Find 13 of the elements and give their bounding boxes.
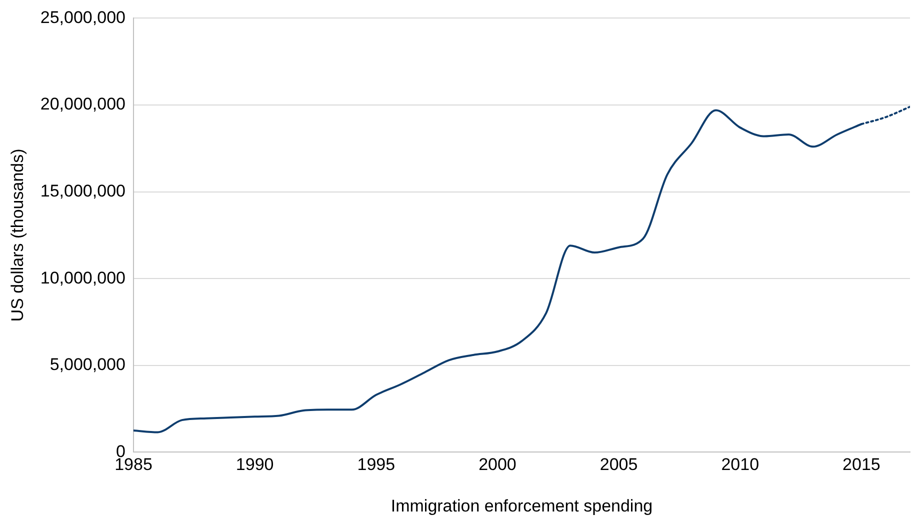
x-tick-label: 2005: [600, 455, 638, 474]
y-tick-label: 15,000,000: [40, 181, 126, 200]
y-tick-label: 25,000,000: [40, 8, 126, 27]
x-axis-title: Immigration enforcement spending: [390, 496, 653, 516]
x-tick-label: 2000: [478, 455, 516, 474]
y-axis-title: US dollars (thousands): [8, 148, 27, 322]
y-tick-label: 5,000,000: [50, 355, 126, 374]
x-tick-label: 2015: [842, 455, 880, 474]
y-tick-label: 10,000,000: [40, 268, 126, 288]
x-tick-label: 1990: [236, 455, 274, 474]
x-tick-label: 1995: [357, 455, 396, 474]
y-tick-label: 20,000,000: [40, 94, 126, 114]
x-tick-label: 2010: [721, 455, 760, 474]
